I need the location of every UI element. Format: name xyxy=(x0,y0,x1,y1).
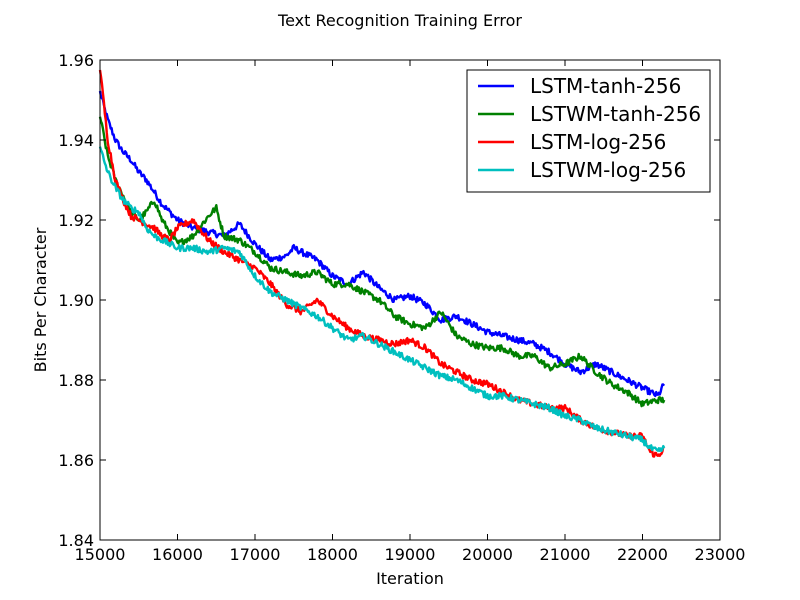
x-tick-label: 20000 xyxy=(462,545,513,564)
legend-label: LSTWM-tanh-256 xyxy=(530,102,701,126)
legend-label: LSTM-log-256 xyxy=(530,130,666,154)
y-tick-label: 1.84 xyxy=(58,531,94,550)
y-axis-label: Bits Per Character xyxy=(31,227,50,372)
y-tick-label: 1.96 xyxy=(58,51,94,70)
y-tick-label: 1.92 xyxy=(58,211,94,230)
x-tick-label: 18000 xyxy=(307,545,358,564)
x-tick-label: 15000 xyxy=(75,545,126,564)
series-layer xyxy=(98,69,666,458)
legend-box xyxy=(466,69,711,193)
y-tick-label: 1.90 xyxy=(58,291,94,310)
chart-title: Text Recognition Training Error xyxy=(277,11,522,30)
x-axis-label: Iteration xyxy=(376,569,444,588)
y-tick-label: 1.86 xyxy=(58,451,94,470)
series-line-lstwm-log-256 xyxy=(98,146,666,453)
legend-label: LSTM-tanh-256 xyxy=(530,74,681,98)
x-tick-label: 16000 xyxy=(152,545,203,564)
series-line-lstm-log-256 xyxy=(98,69,666,458)
x-tick-label: 23000 xyxy=(695,545,746,564)
x-tick-label: 17000 xyxy=(230,545,281,564)
x-tick-label: 21000 xyxy=(540,545,591,564)
y-tick-label: 1.94 xyxy=(58,131,94,150)
x-tick-label: 19000 xyxy=(385,545,436,564)
legend: LSTM-tanh-256 LSTWM-tanh-256 LSTM-log-256 L… xyxy=(466,69,711,193)
x-tick-label: 22000 xyxy=(617,545,668,564)
legend-label: LSTWM-log-256 xyxy=(530,158,686,182)
ticks-layer: 15000 16000 17000 18000 19000 20000 21000 22000… xyxy=(58,51,745,564)
y-tick-label: 1.88 xyxy=(58,371,94,390)
